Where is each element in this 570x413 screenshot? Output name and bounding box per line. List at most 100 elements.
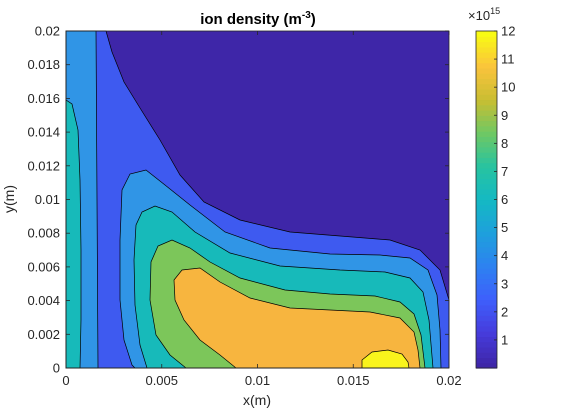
colorbar-band: [476, 41, 497, 48]
colorbar-tick-label: 3: [501, 276, 508, 291]
colorbar-band: [476, 220, 497, 227]
colorbar-band: [476, 299, 497, 306]
colorbar-band: [476, 210, 497, 216]
colorbar-band: [476, 131, 497, 137]
colorbar-band: [476, 104, 497, 111]
colorbar-band: [476, 246, 497, 253]
title-exponent: -3: [302, 10, 311, 21]
colorbar-band: [476, 336, 497, 343]
colorbar-band: [476, 352, 497, 359]
colorbar-tick-label: 6: [501, 192, 508, 207]
colorbar-multiplier: ×1015: [468, 6, 500, 23]
colorbar-band: [476, 320, 497, 327]
y-tick-label: 0.014: [27, 125, 60, 140]
y-tick-label: 0.018: [27, 57, 60, 72]
colorbar-band: [476, 152, 497, 158]
colorbar-band: [476, 167, 497, 174]
y-tick-label: 0.002: [27, 327, 60, 342]
colorbar-band: [476, 331, 497, 338]
colorbar-band: [476, 120, 497, 127]
colorbar-tick-label: 9: [501, 108, 508, 123]
colorbar-band: [476, 183, 497, 190]
colorbar-band: [476, 199, 497, 206]
y-tick-label: 0.008: [27, 226, 60, 241]
colorbar-band: [476, 146, 497, 153]
colorbar-band: [476, 262, 497, 269]
colorbar-band: [476, 236, 497, 243]
colorbar-band: [476, 73, 497, 79]
y-tick-label: 0.004: [27, 293, 60, 308]
colorbar-band: [476, 194, 497, 201]
colorbar-tick-label: 1: [501, 332, 508, 347]
y-axis-ticks: 0 0.002 0.004 0.006 0.008 0.01 0.012 0.014 0.016…: [27, 24, 449, 376]
colorbar-band: [476, 157, 497, 164]
colorbar-band: [476, 67, 497, 74]
colorbar-band: [476, 362, 497, 369]
colorbar-band: [476, 36, 497, 43]
y-tick-label: 0.02: [35, 24, 60, 39]
colorbar-tick-label: 8: [501, 136, 508, 151]
x-tick-label: 0: [62, 373, 69, 388]
colorbar-tick-label: 4: [501, 248, 508, 263]
colorbar-band: [476, 215, 497, 222]
colorbar-tick-label: 11: [501, 52, 515, 67]
contour-region-level-5: [173, 267, 421, 369]
x-tick-label: 0.02: [436, 373, 461, 388]
y-tick-label: 0.016: [27, 91, 60, 106]
colorbar-band: [476, 283, 497, 290]
colorbar-band: [476, 325, 497, 332]
colorbar-tick-label: 7: [501, 164, 508, 179]
colorbar-tick-label: 2: [501, 304, 508, 319]
colorbar-band: [476, 178, 497, 185]
y-tick-label: 0: [53, 361, 60, 376]
chart-title: ion density (m-3): [200, 10, 316, 28]
colorbar-band: [476, 31, 497, 37]
colorbar-band: [476, 188, 497, 195]
x-axis-ticks: 0 0.005 0.01 0.015 0.02: [62, 31, 462, 388]
contour-region-level-6: [361, 349, 410, 369]
colorbar-band: [476, 341, 497, 348]
colorbar-band: [476, 204, 497, 211]
colorbar-band: [476, 173, 497, 180]
colorbar-band: [476, 257, 497, 264]
colorbar-band: [476, 83, 497, 90]
colorbar-band: [476, 289, 497, 295]
colorbar-band: [476, 241, 497, 248]
y-tick-label: 0.012: [27, 158, 60, 173]
colorbar-band: [476, 231, 497, 237]
colorbar-tick-label: 12: [501, 24, 515, 39]
colorbar-band: [476, 62, 497, 69]
x-tick-label: 0.015: [337, 373, 370, 388]
colorbar-band: [476, 278, 497, 285]
colorbar-band: [476, 315, 497, 322]
colorbar-band: [476, 267, 497, 274]
colorbar-tick-label: 5: [501, 220, 508, 235]
colorbar-band: [476, 225, 497, 232]
colorbar-band: [476, 109, 497, 116]
colorbar-band: [476, 125, 497, 132]
colorbar-band: [476, 310, 497, 316]
colorbar-band: [476, 57, 497, 64]
colorbar-band: [476, 346, 497, 353]
colorbar-bands: [476, 31, 497, 369]
colorbar-tick-label: 10: [501, 80, 515, 95]
colorbar-band: [476, 294, 497, 301]
y-axis-label: y(m): [1, 185, 17, 213]
colorbar-band: [476, 273, 497, 280]
x-tick-label: 0.005: [145, 373, 178, 388]
colorbar-band: [476, 304, 497, 311]
x-axis-label: x(m): [243, 392, 271, 408]
contour-plot: [65, 30, 450, 369]
x-tick-label: 0.01: [245, 373, 270, 388]
colorbar-band: [476, 136, 497, 143]
colorbar-band: [476, 52, 497, 58]
y-tick-label: 0.01: [35, 192, 60, 207]
colorbar-band: [476, 94, 497, 101]
colorbar-band: [476, 88, 497, 95]
colorbar-band: [476, 46, 497, 53]
colorbar-band: [476, 357, 497, 364]
colorbar-band: [476, 115, 497, 122]
